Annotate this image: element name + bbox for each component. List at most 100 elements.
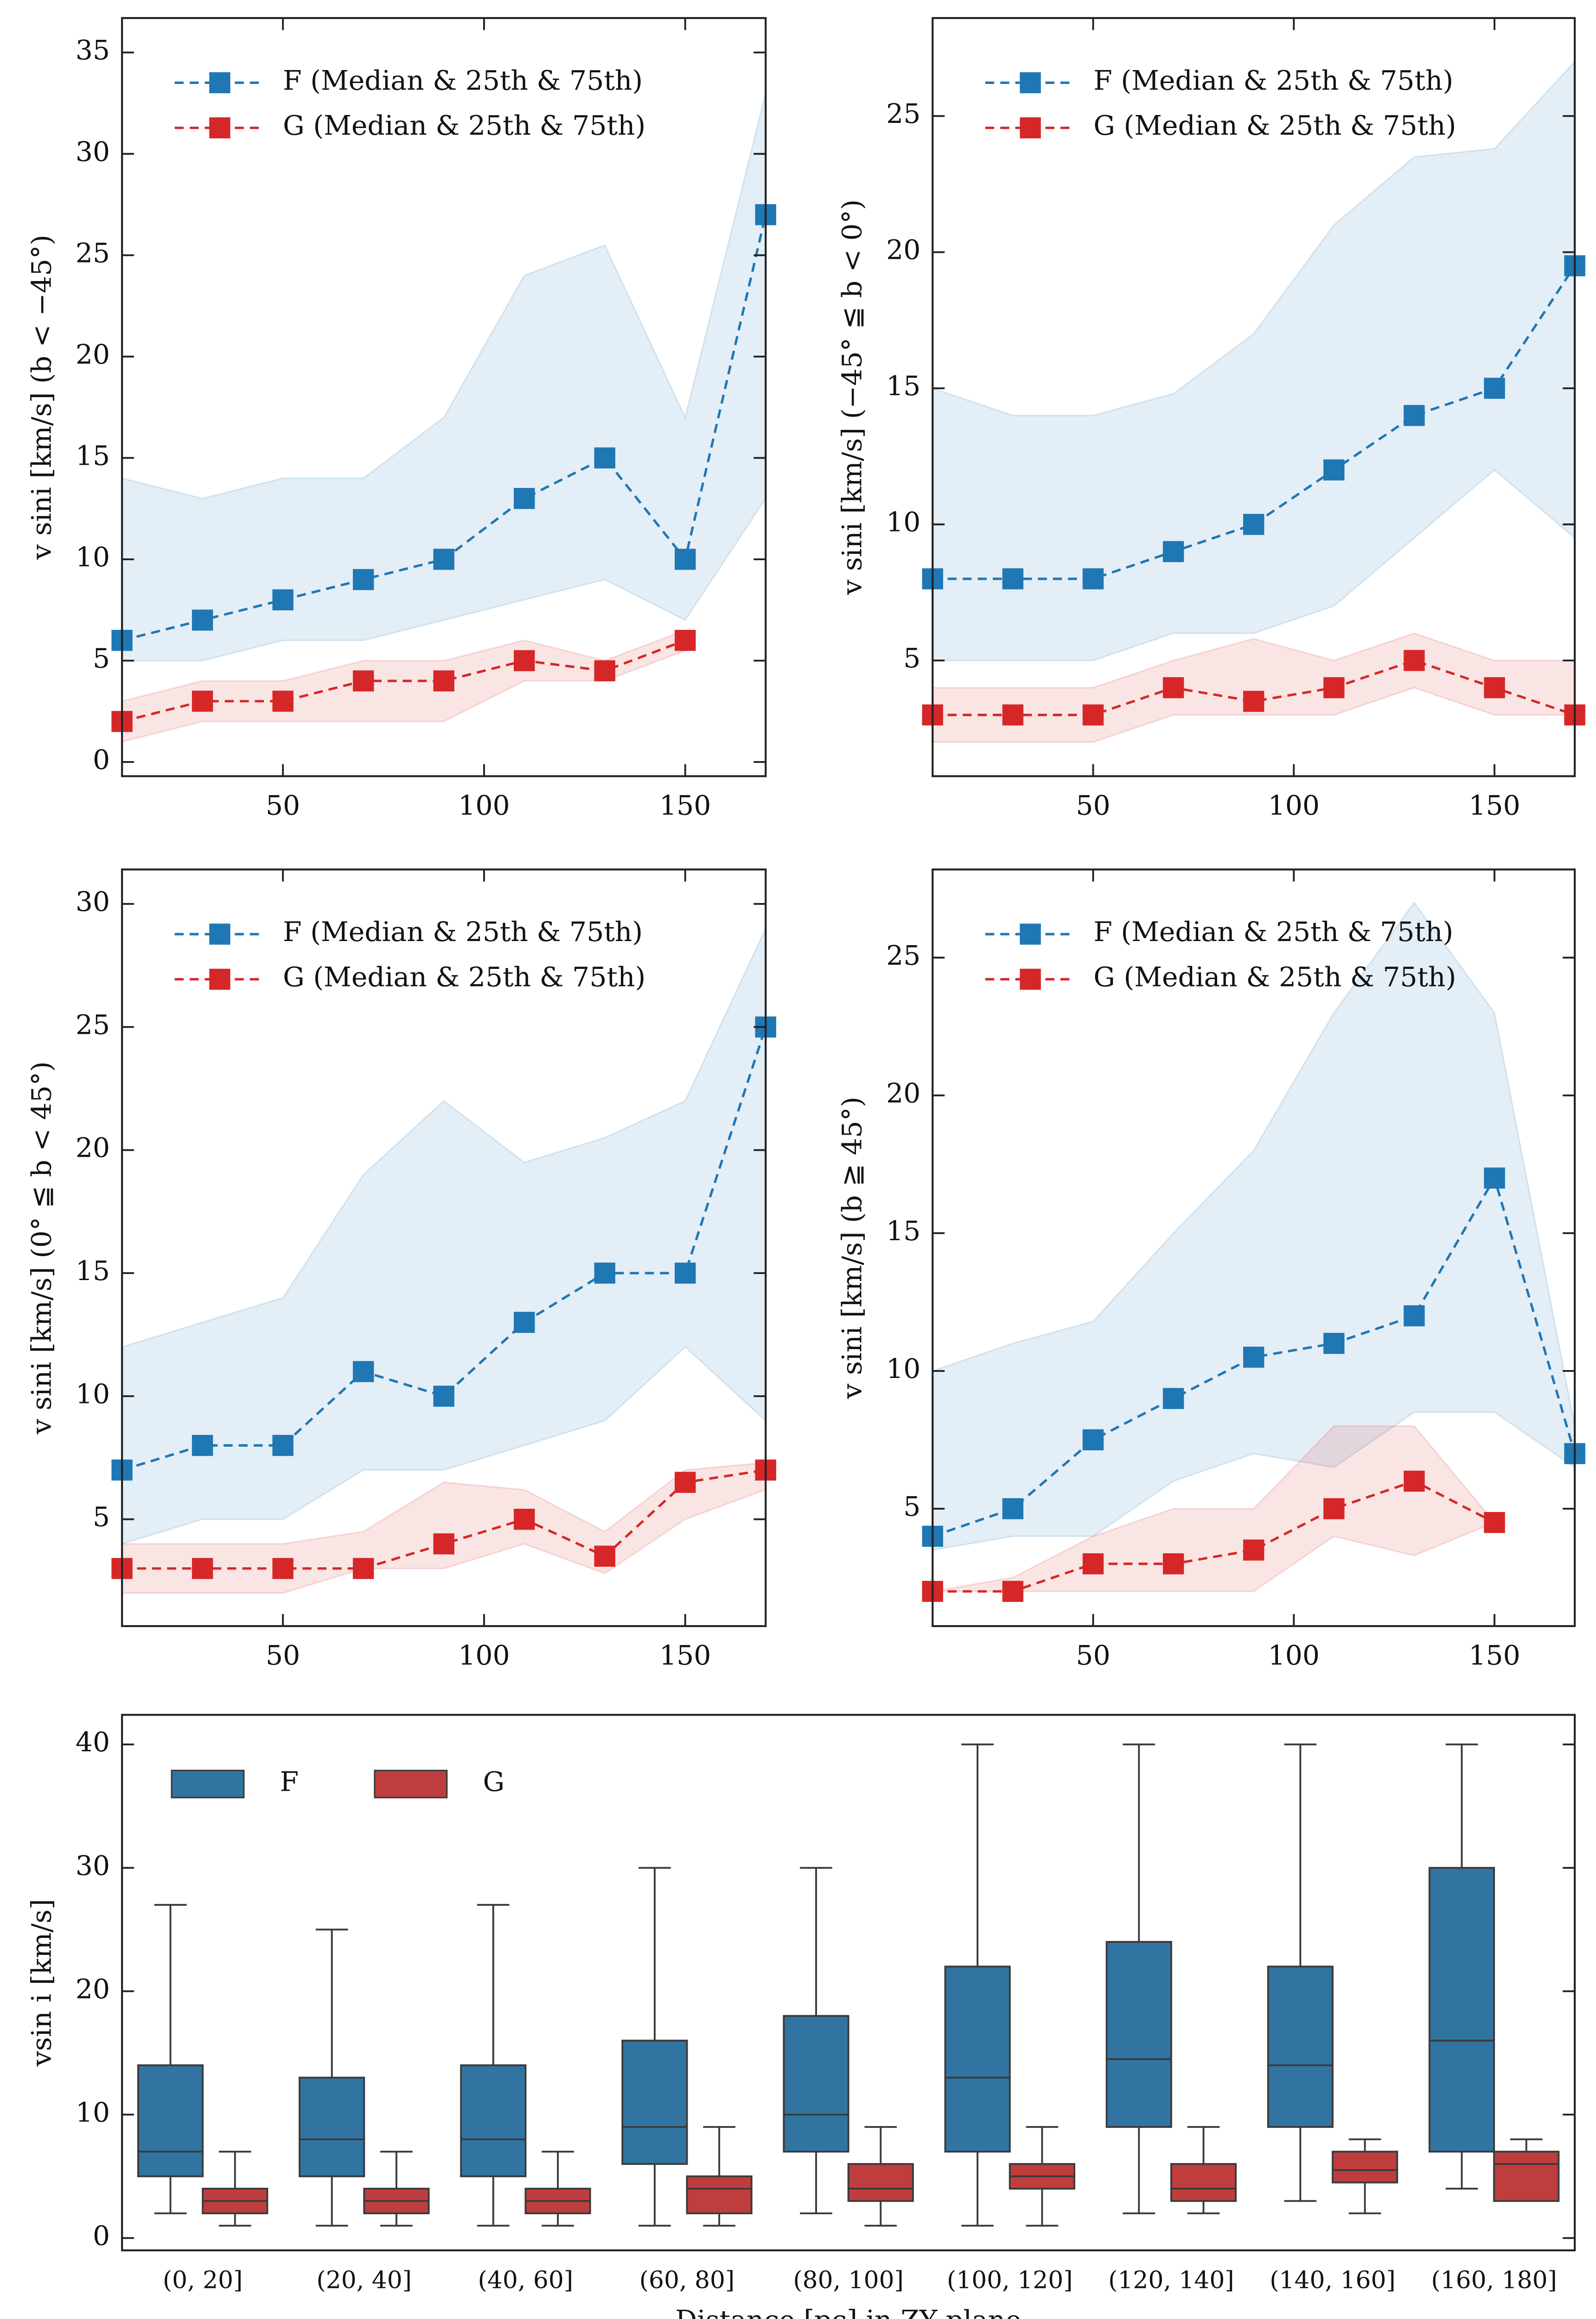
median-marker [1484, 677, 1505, 698]
x-tick-label: 150 [1468, 790, 1520, 821]
median-marker [675, 549, 696, 570]
median-marker [1404, 650, 1425, 671]
median-marker [594, 447, 615, 469]
median-line [121, 639, 686, 723]
median-marker [352, 670, 374, 692]
median-marker [1162, 1553, 1184, 1575]
box [1170, 2163, 1237, 2202]
median-marker [1484, 378, 1505, 399]
legend-label: F (Median & 25th & 75th) [283, 64, 643, 96]
y-tick-label: 15 [76, 440, 110, 471]
y-tick-label: 5 [93, 1501, 110, 1533]
y-tick-label: 20 [76, 1973, 110, 2005]
median-marker [192, 691, 213, 712]
x-tick-label: 150 [1468, 1640, 1520, 1671]
median-marker [1002, 1498, 1024, 1519]
x-tick-label: 50 [266, 1640, 300, 1671]
legend-label: F (Median & 25th & 75th) [1093, 916, 1453, 948]
median-marker [675, 1262, 696, 1284]
legend-label: G (Median & 25th & 75th) [1093, 110, 1456, 141]
box [137, 2064, 204, 2178]
y-tick-label: 15 [886, 1215, 920, 1247]
legend-marker [209, 923, 230, 945]
y-tick-label: 15 [76, 1255, 110, 1287]
box [686, 2175, 753, 2215]
iqr-band [932, 59, 1576, 661]
legend-marker [1020, 923, 1041, 945]
y-tick-label: 25 [886, 98, 920, 129]
legend-marker [209, 117, 230, 139]
legend-label: F (Median & 25th & 75th) [283, 916, 643, 948]
x-tick-label: (80, 100] [793, 2267, 903, 2294]
median-marker [352, 1361, 374, 1382]
y-axis-label: v sini [km/s] (0° ≦ b < 45°) [26, 1061, 57, 1435]
legend-marker [1020, 968, 1041, 990]
iqr-band [121, 928, 766, 1545]
y-tick-label: 30 [76, 886, 110, 917]
box [1105, 1941, 1172, 2128]
y-tick-label: 0 [93, 2220, 110, 2251]
median-marker [594, 660, 615, 681]
median-marker [1323, 459, 1345, 480]
median-marker [514, 488, 535, 509]
box [1332, 2151, 1398, 2184]
y-tick-label: 30 [76, 136, 110, 167]
y-tick-label: 5 [903, 1491, 920, 1522]
median-marker [1323, 677, 1345, 698]
median-marker [1162, 541, 1184, 563]
y-tick-label: 20 [886, 1077, 920, 1109]
x-tick-label: 100 [1268, 1640, 1320, 1671]
box [1267, 1966, 1334, 2128]
y-tick-label: 20 [76, 1132, 110, 1164]
x-tick-label: (100, 120] [947, 2267, 1073, 2294]
x-tick-label: 50 [266, 790, 300, 821]
median-marker [352, 569, 374, 590]
x-tick-label: (60, 80] [639, 2267, 734, 2294]
x-tick-label: (120, 140] [1108, 2267, 1234, 2294]
x-tick-label: (0, 20] [163, 2267, 243, 2294]
y-tick-label: 35 [76, 34, 110, 66]
iqr-band [121, 93, 766, 662]
median-line [932, 1480, 1495, 1593]
median-marker [594, 1545, 615, 1567]
median-marker [272, 589, 294, 611]
plot-frame [121, 1714, 1576, 2252]
median-marker [433, 670, 454, 692]
median-marker [514, 1312, 535, 1333]
median-marker [1162, 677, 1184, 698]
median-marker [1404, 1305, 1425, 1326]
legend-label: G [483, 1766, 505, 1798]
median-marker [1082, 568, 1104, 589]
median-marker [433, 549, 454, 570]
iqr-band [932, 901, 1576, 1551]
median-marker [1162, 1388, 1184, 1409]
y-tick-label: 5 [93, 642, 110, 674]
median-marker [192, 1435, 213, 1456]
legend-swatch [171, 1769, 245, 1799]
plot-frame [121, 17, 767, 777]
median-marker [1082, 1553, 1104, 1575]
y-tick-label: 25 [76, 1009, 110, 1040]
median-marker [1243, 1539, 1264, 1561]
median-marker [675, 1472, 696, 1493]
median-marker [272, 1558, 294, 1579]
y-tick-label: 20 [886, 234, 920, 266]
median-marker [272, 1435, 294, 1456]
x-tick-label: 100 [1268, 790, 1320, 821]
box [299, 2076, 365, 2178]
y-tick-label: 40 [76, 1726, 110, 1758]
median-marker [352, 1558, 374, 1579]
y-tick-label: 0 [93, 744, 110, 775]
y-tick-label: 10 [76, 1378, 110, 1409]
median-marker [433, 1385, 454, 1407]
median-marker [1002, 704, 1024, 726]
median-marker [1484, 1167, 1505, 1189]
y-axis-label: vsin i [km/s] [26, 1899, 57, 2067]
median-marker [594, 1262, 615, 1284]
median-marker [675, 630, 696, 651]
median-marker [1002, 568, 1024, 589]
legend-marker [1020, 117, 1041, 139]
median-marker [1243, 1346, 1264, 1368]
x-tick-label: 150 [659, 1640, 711, 1671]
